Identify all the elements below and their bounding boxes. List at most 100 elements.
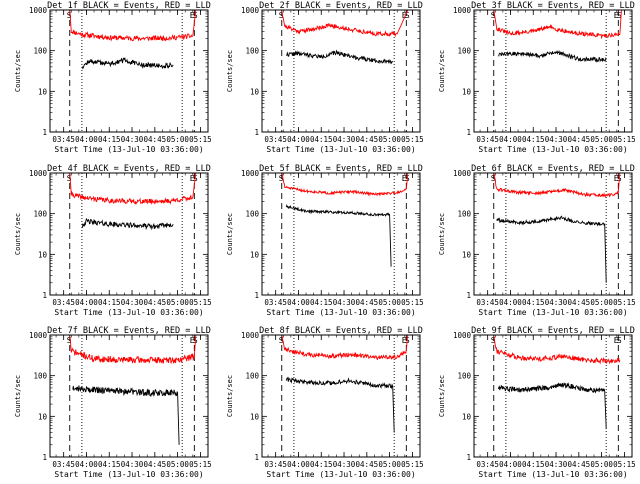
- plot-frame: [261, 172, 421, 296]
- x-tick-label: 04:00: [287, 460, 310, 469]
- x-tick-label: 04:15: [522, 298, 545, 307]
- x-tick-label: 04:00: [499, 135, 522, 144]
- x-tick-label: 05:15: [613, 298, 636, 307]
- x-tick-label: 04:00: [75, 135, 98, 144]
- y-axis-label: Counts/sec: [438, 375, 446, 417]
- interval-mark: S: [405, 11, 410, 20]
- interval-mark: E: [190, 336, 195, 345]
- x-tick-label: 04:45: [568, 135, 591, 144]
- y-tick-label: 10: [38, 412, 48, 421]
- interval-mark: E: [402, 174, 407, 183]
- x-tick-label: 04:00: [75, 460, 98, 469]
- plot-frame: [49, 172, 209, 296]
- y-axis-label: Counts/sec: [226, 213, 234, 255]
- x-tick-label: 04:45: [356, 135, 379, 144]
- panel-det-6f: Det 6f BLACK = Events, RED = LLD Counts/s…: [438, 164, 636, 317]
- events-rate-line: [286, 49, 394, 65]
- y-tick-label: 10: [250, 412, 260, 421]
- panel-det-1f: Det 1f BLACK = Events, RED = LLD Counts/s…: [14, 1, 212, 154]
- x-tick-label: 04:00: [287, 135, 310, 144]
- x-axis-label: Start Time (13-Jul-10 03:36:00): [54, 470, 203, 479]
- x-axis-label: Start Time (13-Jul-10 03:36:00): [54, 145, 203, 154]
- lld-rate-line: [281, 334, 409, 361]
- x-tick-label: 03:45: [52, 135, 75, 144]
- x-tick-label: 04:30: [333, 298, 356, 307]
- y-tick-label: 1: [466, 128, 471, 137]
- x-tick-label: 04:30: [333, 135, 356, 144]
- plot-frame: [473, 172, 633, 296]
- x-axis-label: Start Time (13-Jul-10 03:36:00): [478, 145, 627, 154]
- y-tick-label: 1: [254, 128, 259, 137]
- interval-mark: E: [402, 336, 407, 345]
- panel-title: Det 5f BLACK = Events, RED = LLD: [259, 164, 423, 174]
- plot-frame: [49, 334, 209, 458]
- lld-rate-line: [493, 172, 621, 198]
- interval-mark: S: [67, 336, 72, 345]
- events-rate-line: [72, 385, 180, 445]
- x-tick-label: 05:15: [189, 135, 212, 144]
- y-tick-label: 1000: [453, 6, 472, 15]
- interval-mark: S: [279, 336, 284, 345]
- x-tick-label: 04:15: [310, 460, 333, 469]
- events-rate-line: [497, 382, 607, 429]
- y-tick-label: 10: [462, 250, 472, 259]
- x-tick-label: 04:15: [310, 298, 333, 307]
- lld-rate-line: [493, 9, 622, 40]
- plot-frame: [473, 9, 633, 133]
- panel-title: Det 3f BLACK = Events, RED = LLD: [471, 1, 635, 11]
- events-rate-line: [285, 203, 392, 267]
- x-tick-label: 05:00: [378, 298, 401, 307]
- x-tick-label: 05:00: [166, 135, 189, 144]
- panel-title: Det 1f BLACK = Events, RED = LLD: [47, 1, 211, 11]
- panel-det-3f: Det 3f BLACK = Events, RED = LLD Counts/s…: [438, 1, 636, 154]
- x-tick-label: 04:45: [144, 460, 167, 469]
- y-tick-label: 100: [457, 47, 471, 56]
- y-axis-label: Counts/sec: [14, 213, 22, 255]
- y-tick-label: 10: [250, 250, 260, 259]
- panel-title: Det 2f BLACK = Events, RED = LLD: [259, 1, 423, 11]
- x-tick-label: 04:45: [568, 460, 591, 469]
- x-tick-label: 04:30: [333, 460, 356, 469]
- x-axis-label: Start Time (13-Jul-10 03:36:00): [266, 308, 415, 317]
- y-tick-label: 1: [466, 453, 471, 462]
- x-axis-label: Start Time (13-Jul-10 03:36:00): [54, 308, 203, 317]
- panel-det-7f: Det 7f BLACK = Events, RED = LLD Counts/s…: [14, 326, 212, 479]
- y-tick-label: 100: [245, 47, 259, 56]
- x-tick-label: 04:45: [356, 298, 379, 307]
- x-tick-label: 04:30: [545, 135, 568, 144]
- x-tick-label: 04:45: [356, 460, 379, 469]
- interval-mark: E: [614, 336, 619, 345]
- interval-mark: E: [614, 174, 619, 183]
- x-tick-label: 03:45: [264, 135, 287, 144]
- y-tick-label: 1: [254, 291, 259, 300]
- x-tick-label: 04:00: [499, 460, 522, 469]
- interval-mark: S: [491, 336, 496, 345]
- x-tick-label: 04:45: [144, 298, 167, 307]
- lld-rate-line: [69, 172, 197, 206]
- x-tick-label: 04:30: [121, 298, 144, 307]
- y-tick-label: 100: [33, 47, 47, 56]
- panel-title: Det 4f BLACK = Events, RED = LLD: [47, 164, 211, 174]
- x-axis-label: Start Time (13-Jul-10 03:36:00): [266, 470, 415, 479]
- events-rate-line: [285, 376, 395, 433]
- x-tick-label: 05:00: [590, 298, 613, 307]
- interval-mark: S: [279, 11, 284, 20]
- panel-det-2f: Det 2f BLACK = Events, RED = LLD Counts/s…: [226, 1, 424, 154]
- y-axis-label: Counts/sec: [438, 50, 446, 92]
- y-axis-label: Counts/sec: [226, 50, 234, 92]
- y-axis-label: Counts/sec: [14, 375, 22, 417]
- y-tick-label: 1000: [29, 6, 48, 15]
- x-tick-label: 04:15: [98, 460, 121, 469]
- x-tick-label: 04:30: [545, 298, 568, 307]
- lld-rate-line: [281, 172, 409, 197]
- y-tick-label: 1000: [453, 169, 472, 178]
- lld-rate-line: [281, 9, 409, 38]
- y-tick-label: 1: [466, 291, 471, 300]
- x-tick-label: 05:15: [401, 460, 424, 469]
- lld-rate-line: [69, 334, 197, 364]
- y-tick-label: 1000: [453, 331, 472, 340]
- plot-frame: [261, 9, 421, 133]
- interval-mark: S: [67, 11, 72, 20]
- x-tick-label: 05:00: [378, 460, 401, 469]
- lld-rate-line: [69, 9, 197, 42]
